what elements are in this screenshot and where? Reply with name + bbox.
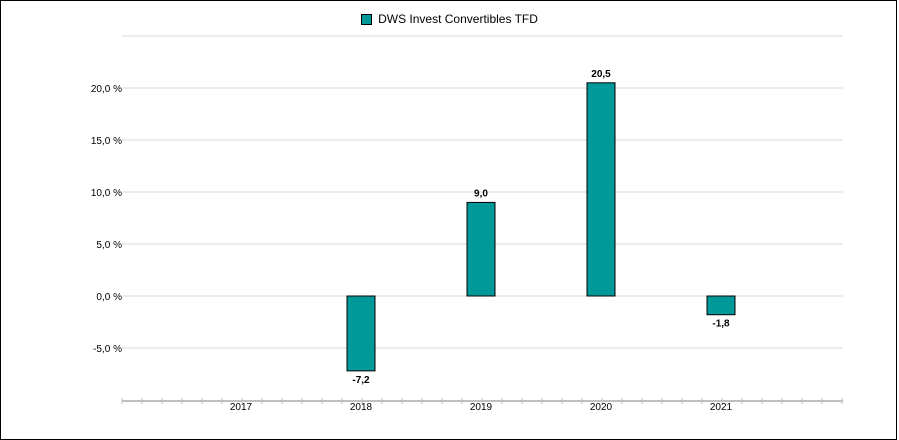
legend-label: DWS Invest Convertibles TFD: [378, 12, 538, 26]
bar-chart: 20,0 % 15,0 % 10,0 % 5,0 % 0,0 % -5,0 % 2017 20…: [91, 35, 843, 413]
x-tick-label: 2021: [710, 402, 733, 413]
y-tick-label: 5,0 %: [96, 240, 122, 251]
data-label: -1,8: [712, 319, 730, 330]
x-tick-label: 2018: [350, 402, 373, 413]
y-tick-label: 10,0 %: [91, 188, 122, 199]
data-label: -7,2: [352, 375, 370, 386]
legend-swatch: [361, 13, 373, 25]
bar: [466, 201, 496, 297]
legend: DWS Invest Convertibles TFD: [0, 12, 899, 26]
y-tick-label: -5,0 %: [93, 344, 122, 355]
data-label: 9,0: [474, 188, 488, 199]
data-label: 20,5: [591, 69, 611, 80]
x-tick-label: 2019: [470, 402, 493, 413]
y-tick-label: 20,0 %: [91, 84, 122, 95]
y-tick-label: 15,0 %: [91, 136, 122, 147]
bar: [346, 295, 376, 372]
x-tick-label: 2020: [590, 402, 613, 413]
bar: [586, 82, 616, 297]
x-tick-label: 2017: [230, 402, 253, 413]
bar: [706, 295, 736, 316]
y-tick-label: 0,0 %: [96, 292, 122, 303]
